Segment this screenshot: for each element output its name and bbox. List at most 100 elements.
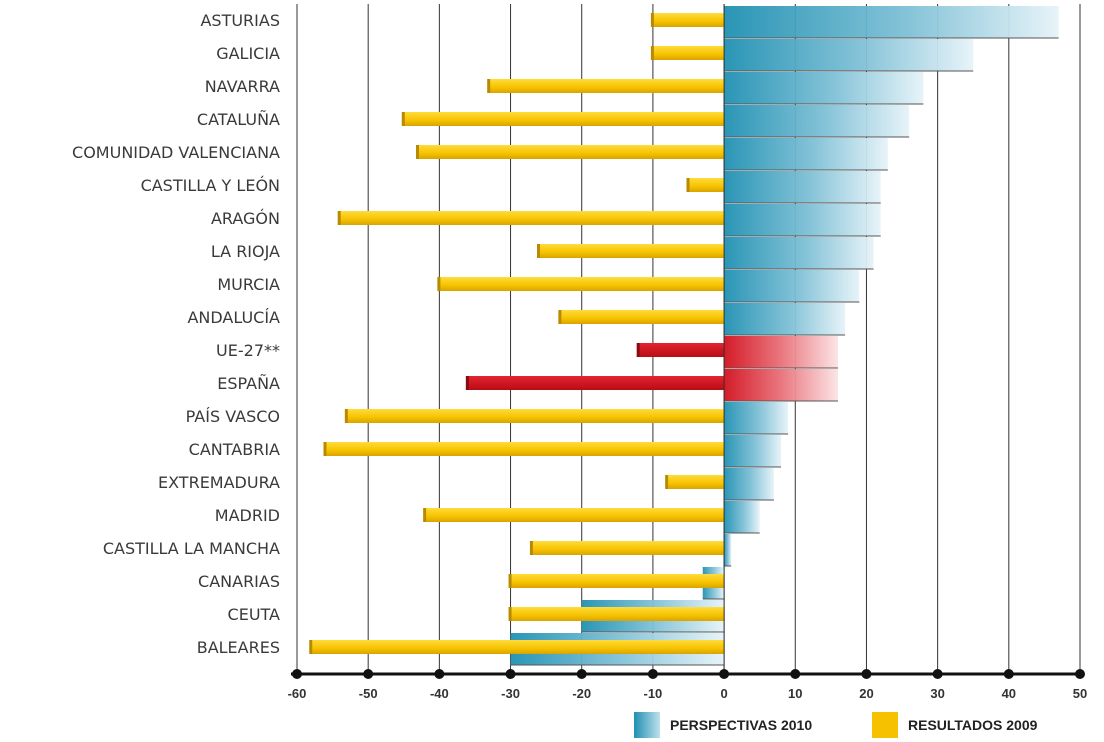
x-tick-label: -40	[430, 686, 449, 701]
bar-resultados-2009	[688, 178, 725, 192]
bar-resultados-cap	[423, 508, 427, 522]
bar-resultados-2009	[638, 343, 725, 357]
category-label: CATALUÑA	[197, 110, 280, 129]
bar-perspectivas-2010	[724, 369, 838, 401]
category-label: LA RIOJA	[211, 242, 280, 261]
bar-perspectivas-2010	[724, 237, 874, 269]
bar-perspectivas-2010	[724, 336, 838, 368]
bar-resultados-2009	[339, 211, 725, 225]
legend-label-perspectivas: PERSPECTIVAS 2010	[670, 717, 812, 733]
category-label: CASTILLA LA MANCHA	[103, 539, 280, 558]
category-label: CASTILLA Y LEÓN	[141, 176, 280, 195]
x-tick-label: 40	[1002, 686, 1016, 701]
bar-perspectivas-2010	[724, 270, 860, 302]
bar-resultados-cap	[323, 442, 327, 456]
category-label: COMUNIDAD VALENCIANA	[72, 143, 280, 162]
x-tick-label: 20	[859, 686, 873, 701]
legend-swatch-resultados	[872, 712, 898, 738]
bar-resultados-2009	[560, 310, 725, 324]
bar-resultados-2009	[439, 277, 725, 291]
category-label: ARAGÓN	[211, 209, 280, 228]
x-tick-dot	[932, 669, 943, 679]
category-label: NAVARRA	[205, 77, 280, 96]
bar-resultados-cap	[465, 376, 469, 390]
bar-resultados-2009	[531, 541, 725, 555]
bar-perspectivas-2010	[724, 468, 774, 500]
x-tick-label: -50	[359, 686, 378, 701]
bar-resultados-2009	[325, 442, 725, 456]
category-label: EXTREMADURA	[158, 473, 280, 492]
x-tick-dot	[1075, 669, 1085, 679]
category-label: CEUTA	[228, 605, 281, 624]
bar-perspectivas-2010	[724, 105, 910, 137]
bar-resultados-2009	[403, 112, 725, 126]
x-tick-dot	[434, 669, 445, 679]
x-tick-dot	[790, 669, 801, 679]
category-label: CANTABRIA	[189, 440, 280, 459]
bar-perspectivas-2010	[724, 204, 881, 236]
bar-resultados-cap	[665, 475, 669, 489]
bar-resultados-cap	[636, 343, 640, 357]
x-tick-dot	[505, 669, 516, 679]
x-tick-label: 30	[930, 686, 944, 701]
bar-resultados-2009	[510, 574, 725, 588]
bar-perspectivas-2010	[724, 39, 974, 71]
x-tick-label: 0	[720, 686, 727, 701]
bar-resultados-cap	[309, 640, 313, 654]
bar-resultados-2009	[489, 79, 725, 93]
category-label: MADRID	[215, 506, 280, 525]
bar-resultados-2009	[667, 475, 725, 489]
bar-resultados-2009	[418, 145, 725, 159]
bar-resultados-2009	[652, 13, 725, 27]
bar-resultados-cap	[529, 541, 533, 555]
category-label: PAÍS VASCO	[186, 407, 280, 426]
bar-resultados-cap	[437, 277, 441, 291]
bar-resultados-2009	[539, 244, 725, 258]
category-label: BALEARES	[197, 638, 280, 657]
legend-swatch-perspectivas	[634, 712, 660, 738]
bar-perspectivas-2010	[724, 303, 846, 335]
bar-perspectivas-2010	[724, 534, 732, 566]
bars	[309, 6, 1059, 666]
x-tick-label: -20	[572, 686, 591, 701]
category-label: ESPAÑA	[217, 374, 280, 393]
x-tick-dot	[861, 669, 872, 679]
x-tick-label: 50	[1073, 686, 1087, 701]
x-tick-dot	[576, 669, 587, 679]
x-tick-dot	[292, 669, 302, 679]
bar-resultados-cap	[487, 79, 491, 93]
x-tick-label: -30	[501, 686, 520, 701]
x-tick-dot	[1003, 669, 1014, 679]
category-label: ASTURIAS	[200, 11, 280, 30]
category-label: MURCIA	[217, 275, 280, 294]
bar-perspectivas-2010	[724, 501, 760, 533]
bar-perspectivas-2010	[724, 402, 789, 434]
bar-perspectivas-2010	[724, 138, 888, 170]
bar-perspectivas-2010	[724, 6, 1059, 38]
bar-resultados-2009	[510, 607, 725, 621]
category-label: CANARIAS	[198, 572, 280, 591]
bar-resultados-cap	[650, 46, 654, 60]
bar-resultados-2009	[311, 640, 725, 654]
x-tick-label: 10	[788, 686, 802, 701]
bar-resultados-cap	[508, 607, 512, 621]
bar-resultados-cap	[537, 244, 541, 258]
x-tick-label: -60	[288, 686, 307, 701]
x-tick-dot	[719, 669, 730, 679]
bar-resultados-2009	[425, 508, 725, 522]
bar-resultados-2009	[467, 376, 725, 390]
bar-perspectivas-2010	[724, 435, 782, 467]
bar-perspectivas-2010	[724, 72, 924, 104]
bar-resultados-cap	[508, 574, 512, 588]
bar-resultados-2009	[652, 46, 725, 60]
category-label: UE-27**	[216, 341, 280, 360]
gridlines	[296, 4, 1081, 674]
bar-perspectivas-2010	[724, 171, 881, 203]
bar-resultados-2009	[346, 409, 725, 423]
category-label: ANDALUCÍA	[187, 308, 280, 327]
bar-resultados-cap	[416, 145, 420, 159]
category-label: GALICIA	[216, 44, 280, 63]
bar-resultados-cap	[558, 310, 562, 324]
x-tick-dot	[647, 669, 658, 679]
